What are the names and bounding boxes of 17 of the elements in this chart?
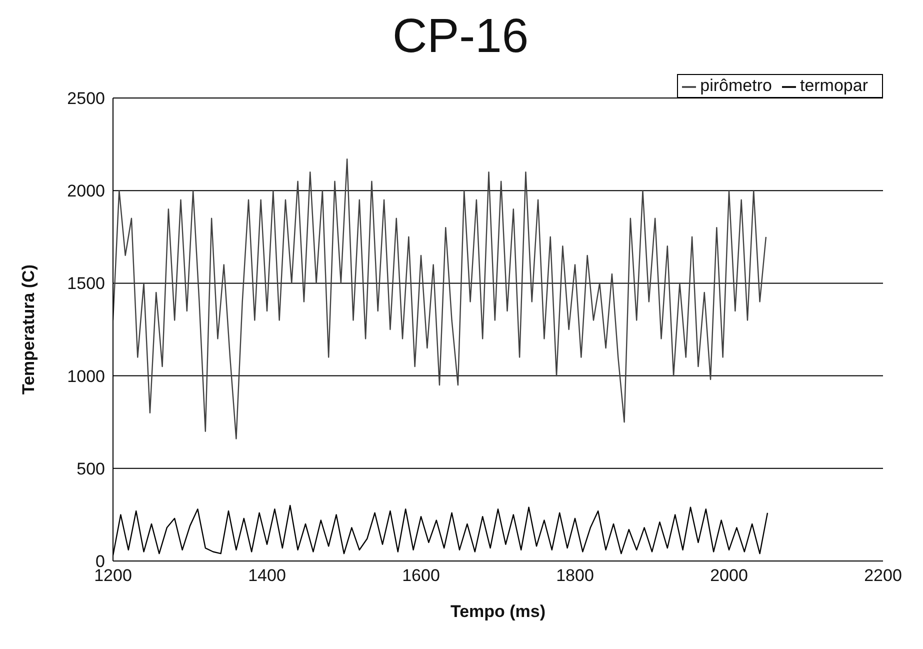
x-axis-title: Tempo (ms)	[450, 602, 546, 621]
y-tick-label: 2500	[67, 89, 105, 108]
line-series	[113, 158, 767, 440]
y-tick-label: 500	[76, 459, 105, 478]
chart-title: CP-16	[391, 9, 530, 65]
x-tick-label: 1600	[402, 566, 440, 586]
x-tick-label: 1400	[248, 566, 286, 586]
x-tick-label: 1800	[556, 566, 594, 586]
x-tick-label: 2000	[710, 566, 748, 586]
y-tick-label: 2000	[67, 182, 105, 201]
y-axis-title: Temperatura (C)	[19, 264, 38, 395]
x-tick-label: 2200	[864, 566, 902, 586]
y-tick-label: 1500	[67, 274, 105, 294]
legend-label: termopar	[800, 76, 868, 95]
legend-label: pirômetro	[700, 76, 772, 95]
x-tick-label: 1200	[94, 566, 132, 586]
y-tick-label: 1000	[67, 366, 105, 386]
